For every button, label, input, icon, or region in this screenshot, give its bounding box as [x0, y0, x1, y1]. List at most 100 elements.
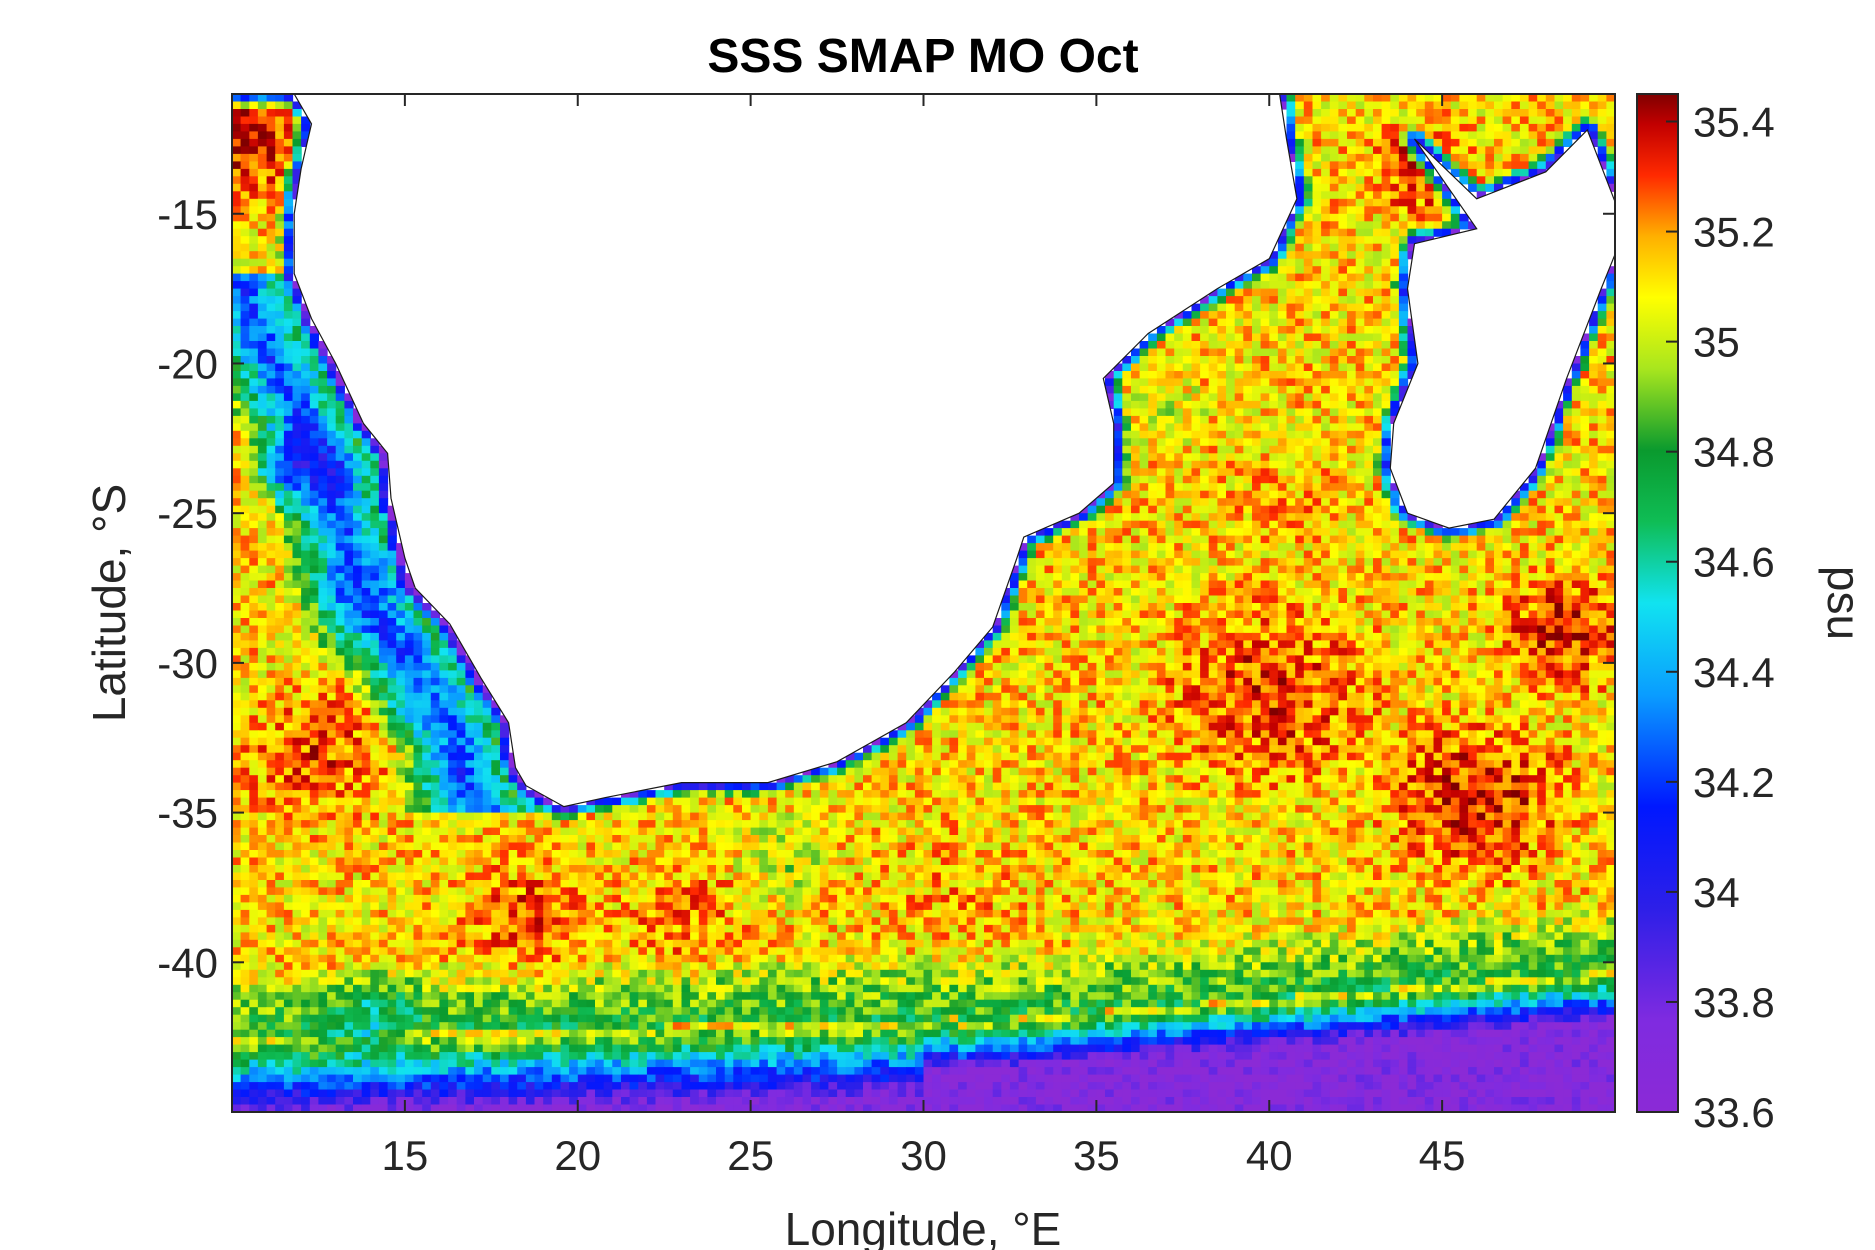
salinity-cell	[1087, 513, 1097, 522]
salinity-cell	[1511, 618, 1521, 627]
salinity-cell	[1191, 543, 1201, 552]
salinity-cell	[353, 647, 363, 656]
salinity-cell	[1321, 296, 1331, 305]
salinity-cell	[370, 445, 380, 454]
salinity-cell	[283, 296, 294, 305]
salinity-cell	[1589, 423, 1599, 432]
salinity-cell	[975, 640, 985, 649]
salinity-cell	[1416, 655, 1426, 664]
salinity-cell	[1303, 692, 1314, 701]
salinity-cell	[1589, 550, 1599, 559]
salinity-cell	[1079, 677, 1089, 686]
salinity-cell	[1355, 206, 1365, 215]
salinity-cell	[1113, 430, 1123, 439]
salinity-cell	[266, 505, 276, 514]
salinity-cell	[1606, 311, 1615, 320]
salinity-cell	[1416, 632, 1426, 641]
salinity-cell	[1079, 670, 1089, 679]
salinity-cell	[1338, 281, 1348, 290]
salinity-cell	[292, 610, 302, 619]
salinity-cell	[1200, 408, 1210, 417]
salinity-cell	[1347, 213, 1357, 222]
salinity-cell	[1070, 580, 1080, 589]
salinity-cell	[1537, 647, 1547, 656]
salinity-cell	[327, 453, 337, 462]
salinity-cell	[1390, 296, 1400, 305]
salinity-cell	[1442, 640, 1452, 649]
salinity-cell	[1156, 453, 1167, 462]
salinity-cell	[1390, 543, 1400, 552]
salinity-cell	[1597, 677, 1607, 686]
salinity-cell	[474, 677, 484, 686]
salinity-cell	[1174, 662, 1184, 671]
salinity-cell	[1450, 528, 1461, 537]
salinity-cell	[1234, 341, 1244, 350]
salinity-cell	[1381, 670, 1391, 679]
salinity-cell	[1364, 520, 1374, 529]
salinity-cell	[1269, 356, 1279, 365]
salinity-cell	[257, 595, 268, 604]
salinity-cell	[1243, 528, 1253, 537]
salinity-cell	[361, 528, 371, 537]
salinity-cell	[361, 520, 371, 529]
salinity-cell	[1208, 483, 1218, 492]
salinity-cell	[1269, 550, 1279, 559]
salinity-cell	[327, 573, 337, 582]
salinity-cell	[1053, 618, 1063, 627]
salinity-cell	[1174, 348, 1184, 357]
salinity-cell	[1459, 213, 1469, 222]
salinity-cell	[1554, 475, 1564, 484]
salinity-cell	[1554, 610, 1564, 619]
salinity-cell	[240, 138, 250, 147]
salinity-cell	[984, 670, 994, 679]
salinity-cell	[1494, 677, 1504, 686]
salinity-cell	[1347, 183, 1357, 192]
salinity-cell	[232, 153, 242, 162]
salinity-cell	[232, 123, 242, 132]
salinity-cell	[1096, 505, 1106, 514]
salinity-cell	[1519, 498, 1530, 507]
salinity-cell	[1381, 183, 1391, 192]
salinity-cell	[1597, 520, 1607, 529]
salinity-cell	[430, 625, 441, 634]
salinity-cell	[1286, 273, 1296, 282]
salinity-cell	[1234, 647, 1244, 656]
salinity-cell	[1234, 580, 1244, 589]
salinity-cell	[1424, 595, 1435, 604]
salinity-cell	[257, 288, 268, 297]
salinity-cell	[275, 221, 285, 230]
salinity-cell	[240, 468, 250, 477]
salinity-cell	[1260, 258, 1270, 267]
salinity-cell	[1122, 371, 1132, 380]
salinity-cell	[1390, 670, 1400, 679]
salinity-cell	[318, 685, 328, 694]
salinity-cell	[1200, 333, 1210, 342]
salinity-cell	[1303, 445, 1314, 454]
salinity-cell	[275, 228, 285, 237]
salinity-cell	[1303, 460, 1314, 469]
salinity-cell	[1485, 558, 1495, 567]
salinity-cell	[1468, 692, 1478, 701]
salinity-cell	[1321, 588, 1331, 597]
salinity-cell	[1131, 460, 1141, 469]
salinity-cell	[1416, 580, 1426, 589]
salinity-cell	[1243, 610, 1253, 619]
salinity-cell	[1087, 655, 1097, 664]
salinity-cell	[1416, 588, 1426, 597]
salinity-cell	[1174, 558, 1184, 567]
salinity-cell	[1390, 640, 1400, 649]
salinity-cell	[465, 677, 475, 686]
salinity-cell	[1156, 475, 1167, 484]
salinity-cell	[1295, 326, 1305, 335]
salinity-cell	[1424, 198, 1435, 207]
salinity-cell	[1174, 632, 1184, 641]
salinity-cell	[1545, 94, 1556, 103]
salinity-cell	[1295, 273, 1305, 282]
salinity-cell	[1303, 109, 1314, 118]
salinity-cell	[396, 640, 406, 649]
salinity-cell	[1139, 632, 1149, 641]
salinity-cell	[1009, 670, 1020, 679]
salinity-cell	[1373, 116, 1383, 125]
salinity-cell	[1269, 288, 1279, 297]
salinity-cell	[1252, 618, 1262, 627]
